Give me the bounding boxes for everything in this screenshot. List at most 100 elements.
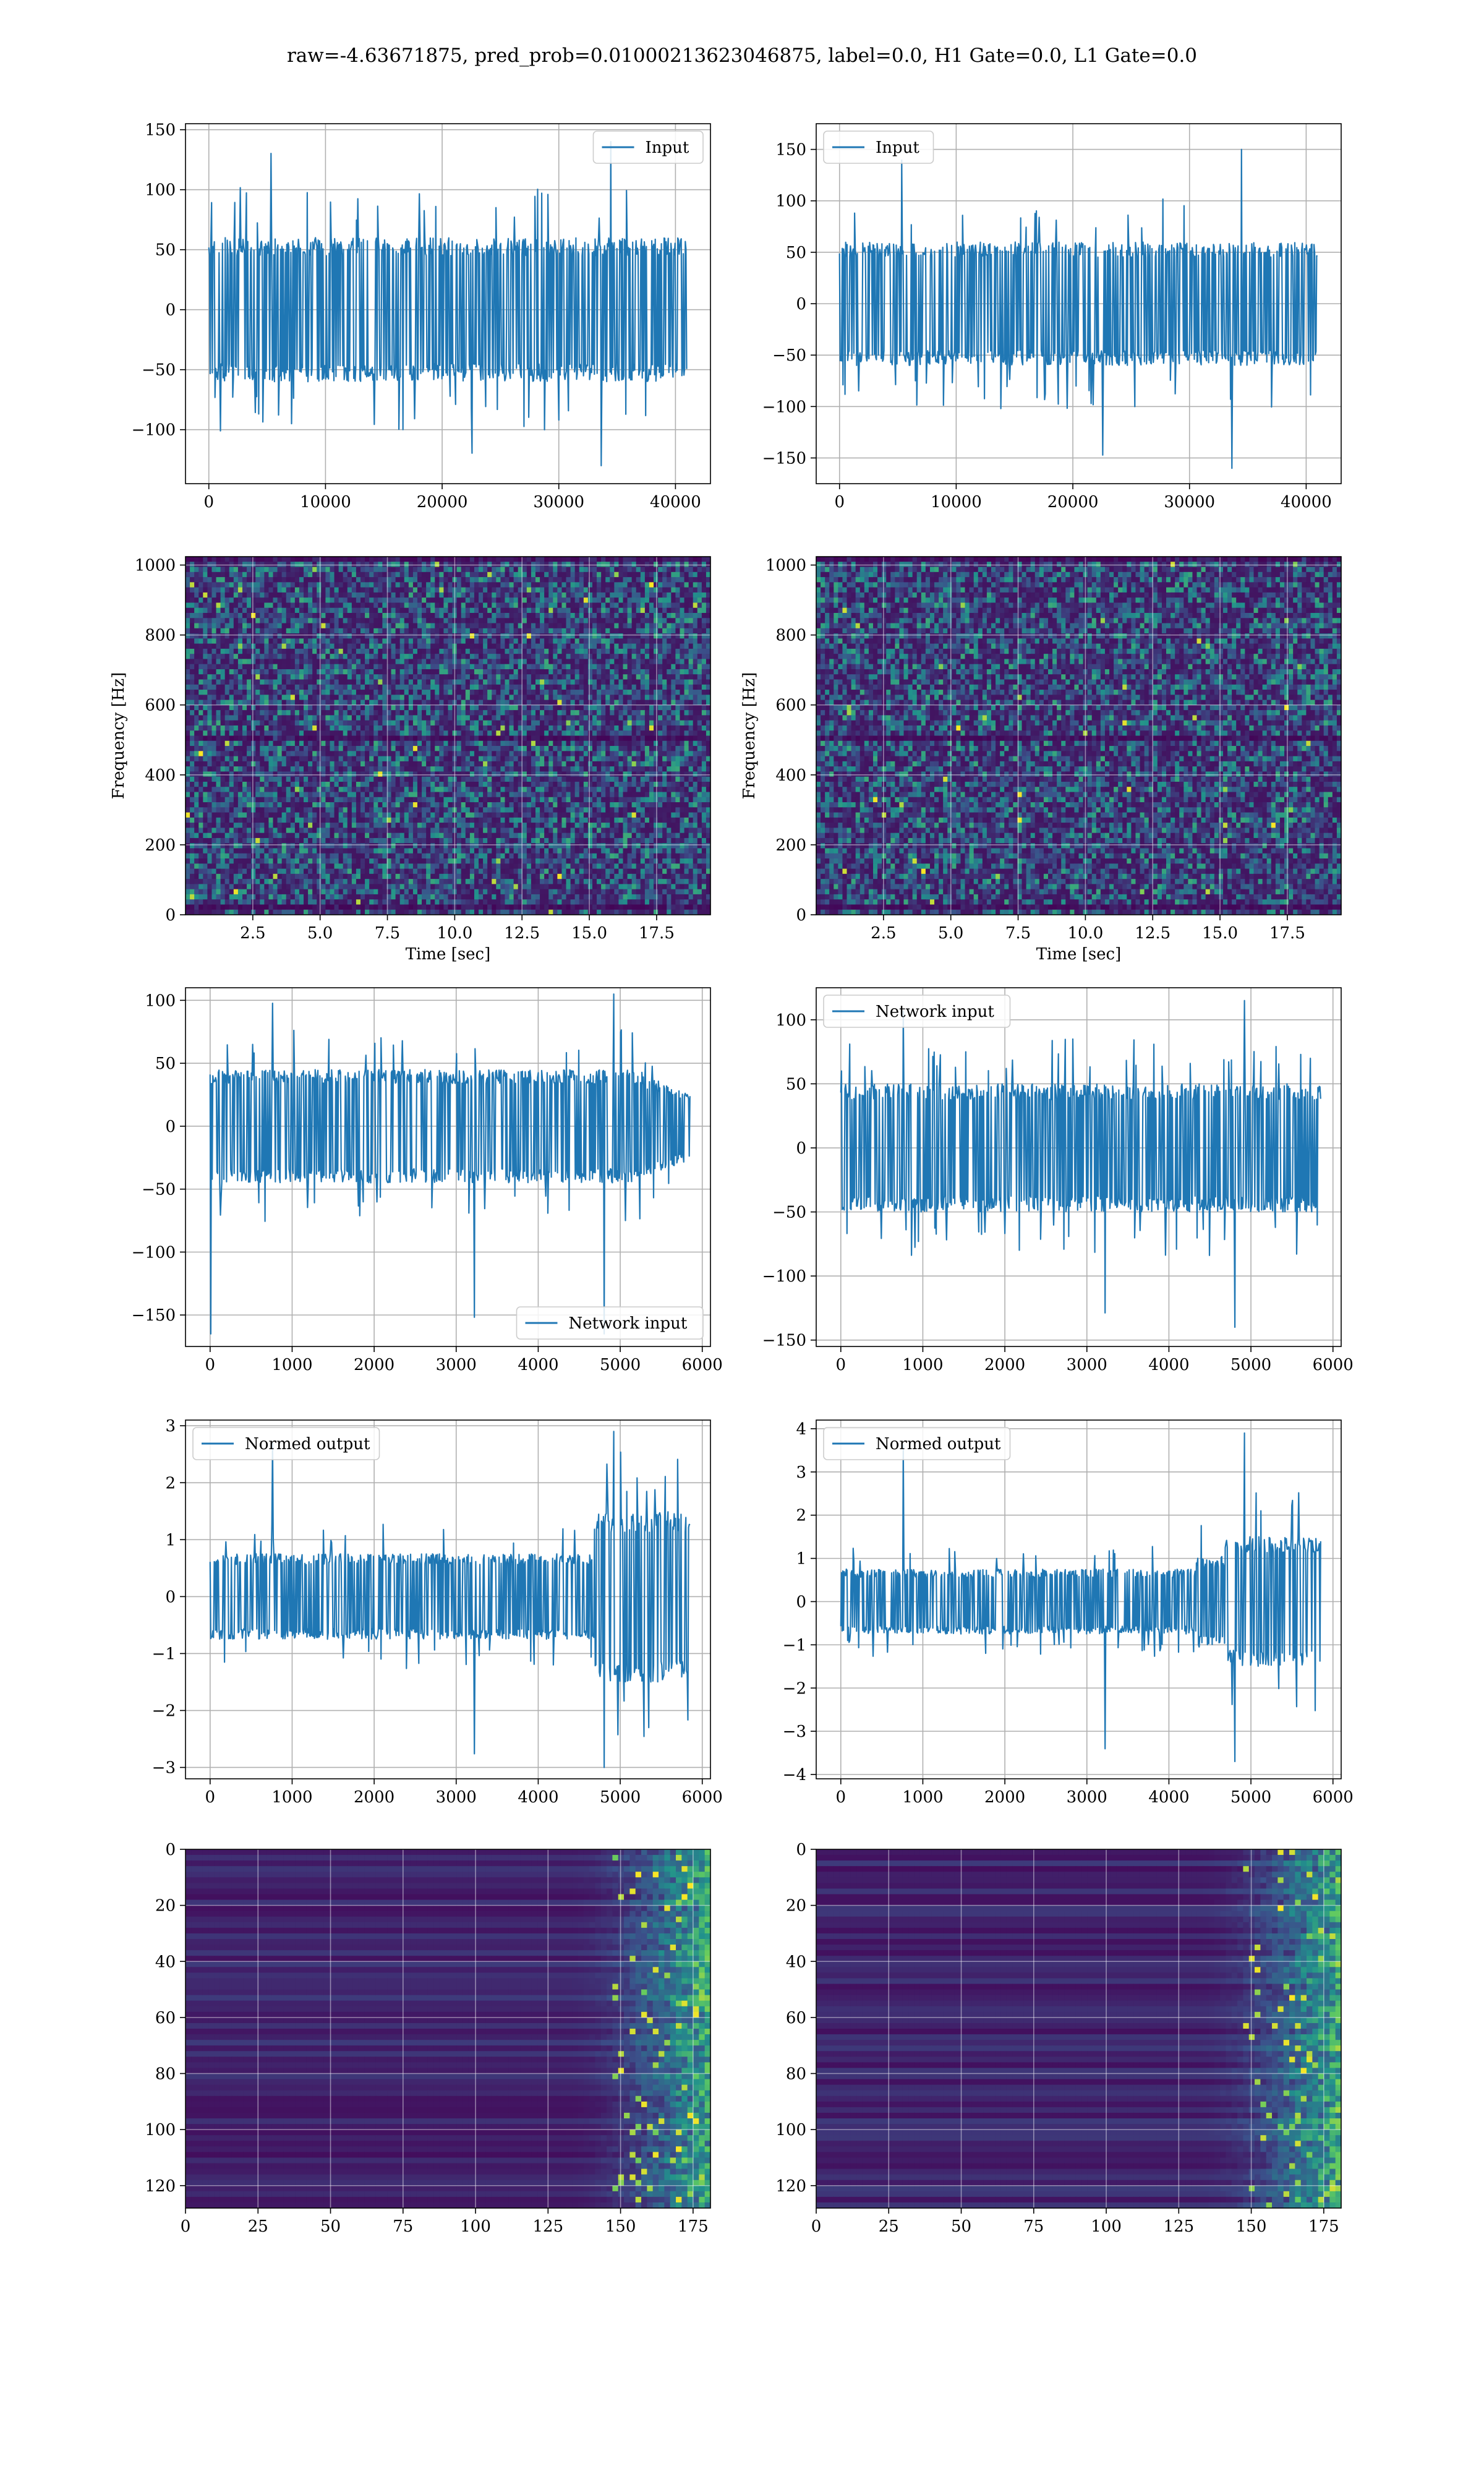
spectrogram-h1-cell [290,669,296,675]
spectrogram-h1-cell [255,648,260,654]
spectrogram-h1-cell [229,664,234,670]
spectrogram-h1-cell [321,618,326,624]
spectrogram-h1-cell [186,592,190,598]
spectrogram-h1-cell [268,587,274,593]
spectrogram-h1-cell [496,592,501,598]
spectrogram-h1-cell [614,648,620,654]
spectrogram-h1-cell [430,562,435,568]
spectrogram-h1-cell [623,715,628,721]
spectrogram-h1-cell [627,623,633,629]
spectrogram-h1-cell [229,582,234,588]
spectrogram-h1-cell [229,659,234,665]
spectrogram-h1-cell [356,684,361,690]
spectrogram-h1-cell [654,562,659,568]
spectrogram-h1-cell [654,607,659,614]
spectrogram-h1-cell [500,756,506,762]
spectrogram-h1-cell [701,730,707,737]
spectrogram-h1-cell [583,690,589,695]
spectrogram-h1-cell [360,612,365,618]
spectrogram-h1-cell [207,587,213,593]
spectrogram-h1-cell [684,735,689,742]
spectrogram-h1-cell [574,633,580,639]
spectrogram-h1-cell [247,659,252,665]
spectrogram-h1-cell [561,735,567,742]
spectrogram-h1-cell [412,582,418,588]
spectrogram-h1-cell [487,679,492,685]
spectrogram-h1-cell [688,756,694,762]
spectrogram-h1-cell [277,695,283,701]
spectrogram-h1-cell [321,659,326,665]
spectrogram-h1-cell [574,612,580,618]
spectrogram-h1-cell [290,567,296,573]
spectrogram-h1-cell [186,679,190,685]
spectrogram-h1-cell [597,704,602,711]
spectrogram-h1-cell [627,725,633,731]
spectrogram-h1-cell [505,751,510,757]
spectrogram-h1-cell [198,751,203,757]
spectrogram-h1-cell [487,669,492,675]
spectrogram-h1-cell [190,597,195,604]
spectrogram-h1-cell [417,659,422,665]
spectrogram-h1-cell [330,725,335,731]
spectrogram-h1-cell [325,679,331,685]
spectrogram-h1-cell [675,725,681,731]
spectrogram-h1-cell [627,735,633,742]
spectrogram-h1-cell [422,618,427,624]
spectrogram-h1-cell [623,704,628,711]
spectrogram-h1-cell [535,648,540,654]
spectrogram-h1-cell [224,730,230,737]
spectrogram-h1-cell [373,746,378,751]
spectrogram-h1-cell [365,607,370,614]
spectrogram-h1-cell [395,725,401,731]
spectrogram-h1-cell [461,704,466,711]
spectrogram-h1-cell [435,623,440,629]
spectrogram-h1-cell [386,720,392,726]
spectrogram-h1-cell [408,592,414,598]
spectrogram-h1-cell [251,638,256,644]
spectrogram-h1-cell [675,592,681,598]
spectrogram-h1-cell [518,654,523,660]
spectrogram-h1-cell [281,756,287,762]
spectrogram-h1-cell [229,715,234,721]
spectrogram-h1-cell [443,715,449,721]
spectrogram-h1-cell [360,761,365,767]
spectrogram-h1-cell [286,602,291,609]
spectrogram-h1-cell [680,607,685,614]
spectrogram-h1-cell [334,695,339,701]
spectrogram-h1-cell [587,567,593,573]
spectrogram-h1-cell [680,612,685,618]
spectrogram-h1-cell [237,612,243,618]
spectrogram-h1-cell [448,740,453,747]
spectrogram-h1-cell [566,746,571,751]
spectrogram-h1-cell [513,695,519,701]
spectrogram-h1-cell [229,602,234,609]
spectrogram-h1-cell [290,597,296,604]
spectrogram-h1-cell [203,618,208,624]
spectrogram-h1-cell [194,684,199,690]
spectrogram-h1-cell [627,704,633,711]
spectrogram-h1-cell [211,618,217,624]
spectrogram-h1-cell [526,659,532,665]
spectrogram-h1-cell [671,735,676,742]
spectrogram-h1-cell [448,746,453,751]
spectrogram-h1-cell [190,587,195,593]
spectrogram-h1-cell [618,607,624,614]
spectrogram-h1-cell [680,674,685,680]
spectrogram-h1-cell [360,567,365,573]
spectrogram-h1-cell [627,592,633,598]
spectrogram-h1-cell [483,643,488,649]
spectrogram-h1-cell [574,735,580,742]
spectrogram-h1-cell [505,756,510,762]
spectrogram-h1-cell [658,735,663,742]
spectrogram-h1-cell [505,623,510,629]
spectrogram-h1-cell [597,618,602,624]
spectrogram-h1-cell [684,602,689,609]
spectrogram-h1-cell [701,612,707,618]
spectrogram-h1-cell [531,648,536,654]
spectrogram-h1-cell [386,638,392,644]
spectrogram-h1-cell [509,648,514,654]
spectrogram-h1-cell [671,659,676,665]
spectrogram-h1-cell [640,751,646,757]
spectrogram-h1-cell [487,730,492,737]
spectrogram-h1-cell [597,562,602,568]
